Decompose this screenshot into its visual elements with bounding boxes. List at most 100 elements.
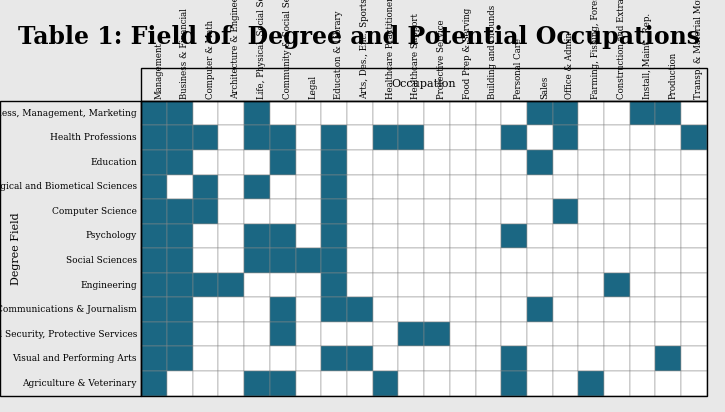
Bar <box>604 322 630 346</box>
Bar <box>501 322 527 346</box>
Bar <box>527 126 552 150</box>
Bar <box>424 297 450 322</box>
Bar <box>399 150 424 175</box>
Bar <box>450 297 476 322</box>
Bar <box>655 248 681 273</box>
Bar <box>604 248 630 273</box>
Bar <box>630 273 655 297</box>
Text: Healthcare Support: Healthcare Support <box>411 13 420 99</box>
Bar <box>450 322 476 346</box>
Bar <box>167 150 193 175</box>
Bar <box>399 248 424 273</box>
Text: Education: Education <box>91 158 137 167</box>
Bar <box>682 248 707 273</box>
Bar <box>682 175 707 199</box>
Bar <box>579 346 604 371</box>
Bar <box>373 273 399 297</box>
Bar <box>347 248 373 273</box>
Bar <box>270 297 296 322</box>
Bar <box>424 248 450 273</box>
Bar <box>476 248 501 273</box>
Bar <box>655 322 681 346</box>
Bar <box>630 150 655 175</box>
Text: Food Prep & Serving: Food Prep & Serving <box>463 8 472 99</box>
Text: Farming, Fishing, Forestry: Farming, Fishing, Forestry <box>591 0 600 99</box>
Bar <box>424 199 450 224</box>
Bar <box>193 175 218 199</box>
Bar <box>296 371 321 396</box>
Bar <box>296 150 321 175</box>
Bar <box>424 126 450 150</box>
Bar <box>373 346 399 371</box>
Bar <box>682 150 707 175</box>
Bar <box>399 126 424 150</box>
Bar <box>373 150 399 175</box>
Bar <box>579 199 604 224</box>
Bar <box>655 371 681 396</box>
Text: Degree Field: Degree Field <box>11 212 21 285</box>
Bar <box>321 346 347 371</box>
Bar <box>347 199 373 224</box>
Bar <box>655 101 681 126</box>
Text: Install, Maint., Rep.: Install, Maint., Rep. <box>642 13 652 99</box>
Bar <box>347 126 373 150</box>
Bar <box>141 248 167 273</box>
Bar <box>218 297 244 322</box>
Bar <box>218 371 244 396</box>
Bar <box>424 224 450 248</box>
Bar <box>296 224 321 248</box>
Text: Healthcare Practitioners: Healthcare Practitioners <box>386 0 394 99</box>
Text: Visual and Performing Arts: Visual and Performing Arts <box>12 354 137 363</box>
Bar <box>167 248 193 273</box>
Text: Life, Physical, Social Science: Life, Physical, Social Science <box>257 0 266 99</box>
Bar <box>579 297 604 322</box>
Bar <box>321 371 347 396</box>
Bar <box>321 150 347 175</box>
Bar <box>424 273 450 297</box>
Bar <box>501 273 527 297</box>
Bar <box>399 199 424 224</box>
Bar <box>450 150 476 175</box>
Bar <box>218 224 244 248</box>
Bar <box>373 199 399 224</box>
Text: Education & Library: Education & Library <box>334 10 343 99</box>
Bar <box>244 297 270 322</box>
Text: Homeland Security, Protective Services: Homeland Security, Protective Services <box>0 330 137 339</box>
Bar <box>270 322 296 346</box>
Text: Agriculture & Veterinary: Agriculture & Veterinary <box>22 379 137 388</box>
Bar <box>501 248 527 273</box>
Bar <box>450 199 476 224</box>
Bar <box>630 297 655 322</box>
Bar <box>527 224 552 248</box>
Bar <box>527 273 552 297</box>
Text: Management: Management <box>154 42 163 99</box>
Bar <box>218 101 244 126</box>
Bar <box>321 175 347 199</box>
Bar <box>655 297 681 322</box>
Bar <box>527 150 552 175</box>
Bar <box>476 199 501 224</box>
Bar <box>682 371 707 396</box>
Bar <box>450 346 476 371</box>
Bar <box>244 224 270 248</box>
Bar <box>218 175 244 199</box>
Bar <box>193 248 218 273</box>
Bar <box>450 371 476 396</box>
Bar <box>527 101 552 126</box>
Bar <box>321 248 347 273</box>
Bar <box>270 371 296 396</box>
Bar <box>450 224 476 248</box>
Bar <box>552 199 579 224</box>
Bar <box>141 126 167 150</box>
Bar <box>167 297 193 322</box>
Bar <box>630 101 655 126</box>
Bar <box>399 101 424 126</box>
Bar <box>193 199 218 224</box>
Bar <box>193 224 218 248</box>
Bar <box>579 224 604 248</box>
Bar <box>141 101 707 396</box>
Text: Transp. & Material Moving: Transp. & Material Moving <box>694 0 703 99</box>
Bar <box>244 175 270 199</box>
Bar <box>296 248 321 273</box>
Text: Protective Service: Protective Service <box>437 19 446 99</box>
